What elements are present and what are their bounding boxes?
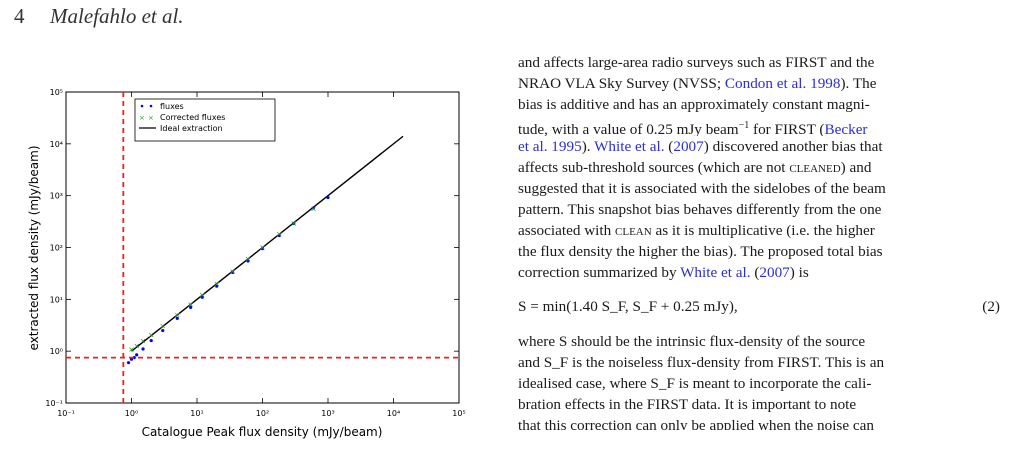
- flux-point: [149, 338, 153, 343]
- corrected-flux-point: ×: [213, 280, 220, 289]
- y-tick-label: 10⁰: [50, 347, 63, 356]
- body-text-column: and affects large-area radio surveys suc…: [518, 52, 1000, 430]
- paragraph-line: NRAO VLA Sky Survey (NVSS; Condon et al.…: [518, 75, 877, 92]
- corrected-flux-point: ×: [229, 267, 236, 276]
- flux-point: [311, 206, 316, 210]
- flux-point: [260, 247, 265, 251]
- paragraph-line: suggested that it is associated with the…: [518, 180, 886, 197]
- corrected-flux-point: ×: [310, 205, 317, 214]
- flux-point: [292, 221, 296, 226]
- paragraph-line: and affects large-area radio surveys suc…: [518, 54, 875, 71]
- paragraph-line: bias is additive and has an approximatel…: [518, 96, 870, 113]
- corrected-flux-point: ×: [148, 330, 155, 339]
- paragraph-line: the flux density the higher the bias). T…: [518, 243, 883, 260]
- x-tick-label: 10⁵: [452, 409, 465, 418]
- corrected-flux-point: ×: [199, 291, 206, 300]
- x-axis-label: Catalogue Peak flux density (mJy/beam): [142, 425, 383, 439]
- page-number: 4: [14, 4, 25, 28]
- citation-link[interactable]: Becker: [824, 121, 868, 136]
- flux-point: [161, 328, 165, 333]
- corrected-flux-point: ×: [245, 255, 252, 264]
- paragraph-line: tude, with a value of 0.25 mJy beam−1 fo…: [518, 115, 1000, 136]
- equation-body: S = min(1.40 S_F, S_F + 0.25 mJy),: [518, 298, 738, 315]
- flux-point: [326, 195, 330, 200]
- paragraph-line: associated with clean as it is multiplic…: [518, 222, 875, 239]
- paragraph-line: correction summarized by White et al. (2…: [518, 264, 809, 281]
- citation-link[interactable]: White et al.: [594, 138, 665, 155]
- paragraph-line: where S should be the intrinsic flux-den…: [518, 333, 866, 350]
- citation-link[interactable]: et al. 1995: [518, 138, 582, 155]
- corrected-fluxes-series: ×××××××××××××××: [128, 205, 317, 354]
- legend-label-ideal: Ideal extraction: [160, 124, 223, 133]
- legend-marker-corrected-b: ×: [148, 114, 154, 122]
- y-tick-label: 10³: [50, 192, 63, 201]
- flux-comparison-figure: 10⁻¹ 10⁰ 10¹ 10² 10³ 10⁴ 10⁵ 10⁻¹ 10⁰ 10¹ 10² 10³ 10…: [27, 88, 466, 439]
- flux-point: [141, 347, 145, 351]
- corrected-flux-point: ×: [128, 345, 135, 354]
- paragraph-line: bration effects in the FIRST data. It is…: [518, 396, 857, 413]
- paragraph-line: that this correction can only be applied…: [518, 417, 874, 430]
- y-tick-label: 10²: [50, 244, 63, 253]
- flux-point: [175, 316, 179, 320]
- x-tick-label: 10⁰: [125, 409, 138, 418]
- flux-point: [215, 284, 219, 288]
- y-tick-label: 10¹: [50, 295, 63, 304]
- corrected-flux-point: ×: [290, 219, 297, 228]
- citation-link[interactable]: White et al.: [680, 264, 751, 281]
- legend-marker-corrected: ×: [139, 114, 145, 122]
- running-title-authors: Malefahlo et al.: [50, 4, 184, 28]
- corrected-flux-point: ×: [159, 322, 166, 331]
- paragraph-line: affects sub-threshold sources (which are…: [518, 159, 872, 176]
- ideal-extraction-line: [131, 135, 404, 352]
- corrected-flux-point: ×: [187, 300, 194, 309]
- corrected-flux-point: ×: [133, 341, 140, 350]
- x-tick-label: 10¹: [190, 409, 203, 418]
- y-tick-label: 10⁵: [50, 88, 63, 97]
- legend-label-corrected: Corrected fluxes: [160, 113, 225, 122]
- corrected-flux-point: ×: [259, 243, 266, 252]
- legend-marker-fluxes-b: [149, 104, 153, 108]
- flux-point: [135, 353, 139, 357]
- citation-link[interactable]: Condon et al. 1998: [724, 75, 841, 92]
- flux-point: [126, 361, 131, 365]
- paragraph-line: and S_F is the noiseless flux-density fr…: [518, 354, 885, 371]
- citation-link[interactable]: 2007: [673, 138, 704, 155]
- fluxes-series: [126, 195, 330, 365]
- x-tick-label: 10²: [256, 409, 269, 418]
- legend-marker-fluxes: [140, 104, 144, 108]
- x-tick-label: 10⁴: [387, 409, 400, 418]
- equation-number: (2): [982, 298, 1000, 315]
- corrected-flux-point: ×: [140, 337, 147, 346]
- legend: fluxes × × Corrected fluxes Ideal extrac…: [134, 98, 276, 142]
- flux-point: [277, 233, 281, 238]
- paragraph-line: pattern. This snapshot bias behaves diff…: [518, 201, 882, 218]
- flux-point: [246, 259, 250, 263]
- equation-2: S = min(1.40 S_F, S_F + 0.25 mJy), (2): [518, 296, 1000, 318]
- paragraph-line: idealised case, where S_F is meant to in…: [518, 375, 872, 392]
- legend-label-fluxes: fluxes: [160, 102, 184, 111]
- flux-point: [200, 295, 204, 299]
- x-tick-label: 10³: [321, 409, 334, 418]
- flux-point: [231, 270, 235, 275]
- flux-point: [189, 305, 193, 309]
- y-tick-label: 10⁻¹: [45, 399, 63, 408]
- y-axis-label: extracted flux density (mJy/beam): [27, 145, 41, 350]
- x-tick-label: 10⁻¹: [57, 409, 75, 418]
- ideal-extraction-line-group: [131, 135, 404, 352]
- y-tick-label: 10⁴: [50, 140, 63, 149]
- paragraph-line: et al. 1995). White et al. (2007) discov…: [518, 138, 883, 155]
- axis-ticks: 10⁻¹ 10⁰ 10¹ 10² 10³ 10⁴ 10⁵ 10⁻¹ 10⁰ 10¹ 10² 10³ 10…: [45, 88, 465, 418]
- corrected-flux-point: ×: [276, 230, 283, 239]
- corrected-flux-point: ×: [174, 310, 181, 319]
- citation-link[interactable]: 2007: [759, 264, 790, 281]
